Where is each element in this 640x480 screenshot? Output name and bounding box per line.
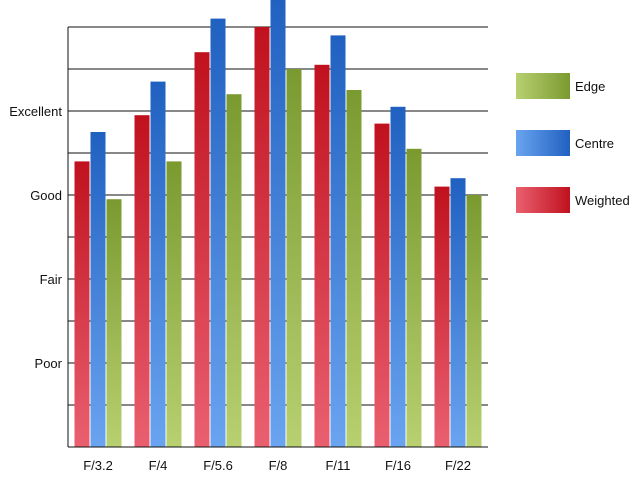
- legend-swatch-edge: [516, 73, 570, 99]
- x-tick-label: F/4: [149, 458, 168, 473]
- bar-centre-f22: [450, 178, 466, 447]
- bar-weighted-f8: [254, 27, 270, 447]
- bar-edge-f22: [466, 195, 482, 447]
- bar-centre-f56: [210, 18, 226, 447]
- x-tick-label: F/5.6: [203, 458, 233, 473]
- x-tick-label: F/3.2: [83, 458, 113, 473]
- y-tick-label: Poor: [35, 356, 63, 371]
- bar-edge-f16: [406, 148, 422, 448]
- y-tick-label: Excellent: [9, 104, 62, 119]
- y-axis-tick-labels: Poor Fair Good Excellent: [9, 104, 62, 371]
- legend: Edge Centre Weighted: [516, 73, 630, 213]
- bar-weighted-f22: [434, 186, 450, 447]
- legend-label-weighted: Weighted: [575, 193, 630, 208]
- bar-edge-f4: [166, 161, 182, 447]
- bar-weighted-f16: [374, 123, 390, 447]
- bar-weighted-f32: [74, 161, 90, 447]
- bar-centre-f8: [270, 0, 286, 447]
- legend-swatch-centre: [516, 130, 570, 156]
- y-tick-label: Fair: [40, 272, 63, 287]
- x-tick-label: F/16: [385, 458, 411, 473]
- bar-edge-f32: [106, 199, 122, 447]
- y-tick-label: Good: [30, 188, 62, 203]
- bar-centre-f32: [90, 132, 106, 447]
- axes: [67, 27, 488, 448]
- bar-centre-f16: [390, 106, 406, 448]
- x-tick-label: F/11: [325, 458, 350, 473]
- bar-centre-f11: [330, 35, 346, 448]
- bar-weighted-f4: [134, 115, 150, 447]
- bar-weighted-f11: [314, 64, 330, 448]
- legend-label-centre: Centre: [575, 136, 614, 151]
- bar-series: [74, 0, 482, 448]
- bar-centre-f4: [150, 81, 166, 447]
- bar-weighted-f56: [194, 52, 210, 447]
- bar-edge-f56: [226, 94, 242, 447]
- legend-swatch-weighted: [516, 187, 570, 213]
- x-tick-label: F/8: [269, 458, 288, 473]
- legend-label-edge: Edge: [575, 79, 605, 94]
- bar-edge-f8: [286, 69, 302, 447]
- bar-edge-f11: [346, 90, 362, 447]
- x-tick-label: F/22: [445, 458, 471, 473]
- x-axis-tick-labels: F/3.2 F/4 F/5.6 F/8 F/11 F/16 F/22: [83, 458, 471, 473]
